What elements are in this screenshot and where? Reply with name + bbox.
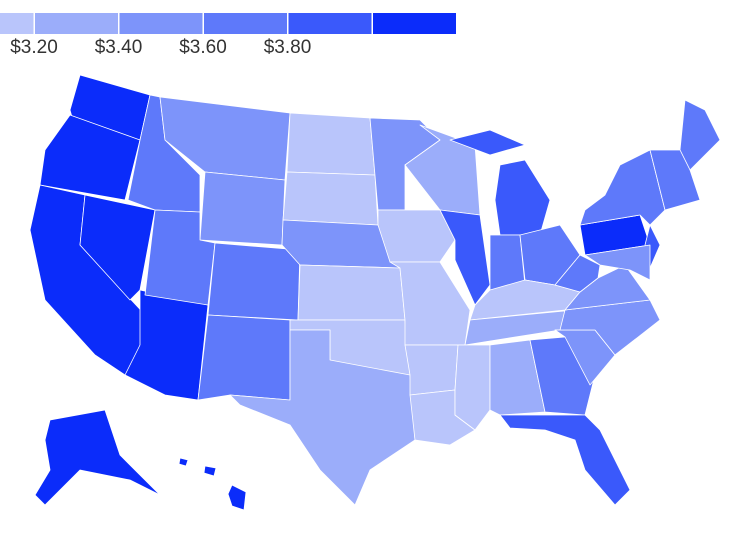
state bbox=[554, 299, 661, 356]
legend-swatch bbox=[288, 13, 372, 34]
state bbox=[649, 149, 701, 211]
state bbox=[286, 112, 376, 176]
state bbox=[489, 339, 546, 416]
legend-swatch bbox=[35, 13, 118, 34]
state bbox=[494, 159, 551, 236]
state bbox=[454, 344, 491, 431]
state bbox=[579, 149, 666, 226]
legend-label: $3.20 bbox=[10, 37, 58, 58]
legend-swatch bbox=[373, 13, 456, 34]
state bbox=[227, 484, 247, 511]
state bbox=[199, 171, 286, 246]
state bbox=[404, 344, 459, 396]
state bbox=[178, 457, 189, 467]
state bbox=[203, 465, 217, 477]
state bbox=[297, 264, 406, 321]
state bbox=[554, 254, 601, 293]
legend-swatch bbox=[0, 13, 34, 34]
state bbox=[229, 329, 416, 506]
state bbox=[377, 209, 456, 263]
state bbox=[679, 99, 721, 171]
legend-swatch bbox=[119, 13, 203, 34]
state bbox=[499, 414, 631, 506]
states bbox=[29, 74, 721, 511]
state bbox=[39, 114, 141, 201]
state bbox=[34, 409, 161, 506]
state bbox=[197, 314, 291, 401]
state bbox=[79, 194, 156, 301]
legend-label: $3.80 bbox=[264, 37, 312, 58]
legend: $3.20 $3.40 $3.60 $3.80 bbox=[0, 13, 456, 58]
legend-label: $3.60 bbox=[179, 37, 227, 58]
state bbox=[282, 171, 379, 226]
legend-swatch bbox=[204, 13, 287, 34]
state bbox=[449, 129, 526, 156]
state bbox=[584, 244, 651, 281]
legend-label: $3.40 bbox=[95, 37, 143, 58]
state bbox=[207, 242, 301, 321]
